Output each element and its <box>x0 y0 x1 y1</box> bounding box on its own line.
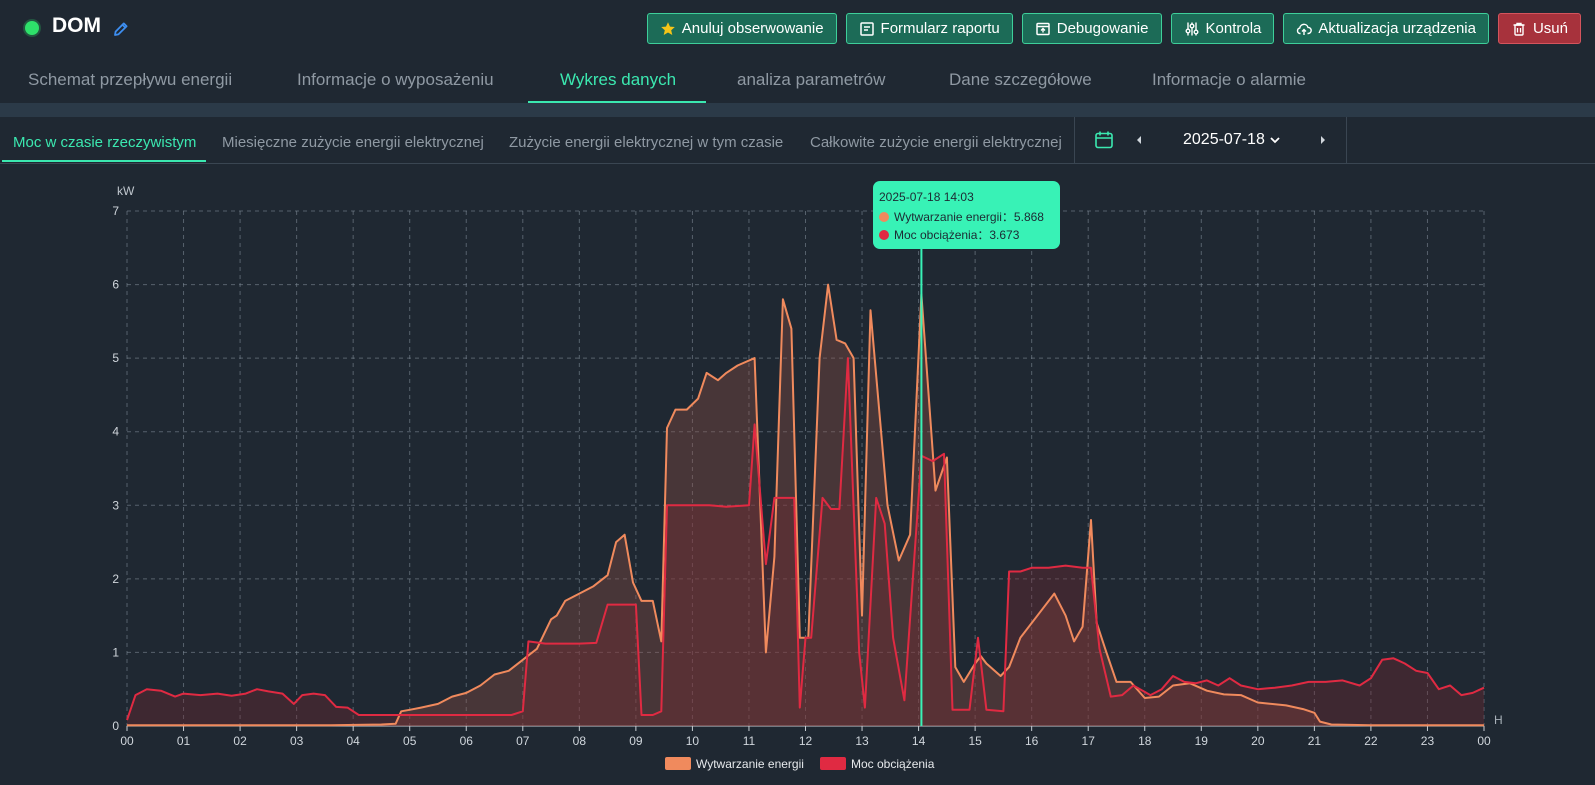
star-icon <box>660 21 675 35</box>
legend-label-1: Moc obciążenia <box>851 757 935 771</box>
series-area-1 <box>127 358 1484 726</box>
report-form-button[interactable]: Formularz raportu <box>845 13 1013 44</box>
series-line-1 <box>126 357 1485 721</box>
y-axis-unit-label: kW <box>117 184 135 198</box>
tab-alarm-info[interactable]: Informacje o alarmie <box>1152 70 1307 89</box>
subtab-realtime-power[interactable]: Moc w czasie rzeczywistym <box>13 134 197 151</box>
main-tab-bar: Schemat przepływu energii Informacje o w… <box>0 58 1595 102</box>
tooltip-load-row: Moc obciążenia：3.673 <box>879 226 1019 243</box>
device-title: DOM <box>52 14 101 37</box>
subtab-monthly-consumption[interactable]: Miesięczne zużycie energii elektrycznej <box>222 134 484 151</box>
x-tick-label: 00 <box>1477 734 1491 748</box>
edit-pencil-icon[interactable] <box>112 20 130 38</box>
series-line-0 <box>127 283 1484 727</box>
generation-dot-icon <box>879 211 889 222</box>
y-tick-label: 5 <box>112 351 119 365</box>
x-tick-label: 16 <box>1025 734 1039 748</box>
debug-label: Debugowanie <box>1056 20 1149 37</box>
report-icon <box>859 21 874 36</box>
x-tick-label: 00 <box>120 734 134 748</box>
calendar-icon[interactable] <box>1094 130 1114 150</box>
active-tab-indicator <box>528 101 706 103</box>
tooltip-generation-value: Wytwarzanie energii：5.868 <box>894 210 1044 224</box>
x-tick-label: 19 <box>1195 734 1209 748</box>
date-picker: 2025-07-18 <box>1074 117 1347 163</box>
control-button[interactable]: Kontrola <box>1170 13 1275 44</box>
subtab-period-consumption[interactable]: Zużycie energii elektrycznej w tym czasi… <box>509 134 784 151</box>
y-tick-label: 7 <box>112 204 119 218</box>
legend-swatch-1 <box>820 757 846 770</box>
x-tick-label: 10 <box>686 734 700 748</box>
x-tick-label: 14 <box>912 734 926 748</box>
x-tick-label: 12 <box>799 734 813 748</box>
x-tick-label: 17 <box>1082 734 1096 748</box>
device-header: DOM Anuluj obserwowanie Formularz raport… <box>0 0 1595 58</box>
tab-energy-flow[interactable]: Schemat przepływu energii <box>28 70 233 89</box>
x-tick-label: 23 <box>1421 734 1435 748</box>
x-tick-label: 06 <box>460 734 474 748</box>
tab-equipment-info[interactable]: Informacje o wyposażeniu <box>297 70 494 89</box>
tooltip-load-value: Moc obciążenia：3.673 <box>894 228 1020 242</box>
x-tick-label: 04 <box>346 734 360 748</box>
status-indicator-icon <box>25 21 39 35</box>
unfollow-label: Anuluj obserwowanie <box>681 20 824 37</box>
x-axis-unit-label: H <box>1494 713 1503 727</box>
section-divider <box>0 103 1595 117</box>
x-tick-label: 18 <box>1138 734 1152 748</box>
x-tick-label: 09 <box>629 734 643 748</box>
trash-icon <box>1513 22 1525 36</box>
device-update-button[interactable]: Aktualizacja urządzenia <box>1283 13 1489 44</box>
device-update-label: Aktualizacja urządzenia <box>1318 20 1476 37</box>
date-value[interactable]: 2025-07-18 <box>1183 131 1265 148</box>
delete-label: Usuń <box>1532 20 1568 37</box>
legend-label-0: Wytwarzanie energii <box>696 757 804 771</box>
subtab-total-consumption[interactable]: Całkowite zużycie energii elektrycznej <box>810 134 1062 151</box>
y-tick-label: 6 <box>112 278 119 292</box>
tab-data-chart[interactable]: Wykres danych <box>560 70 677 89</box>
y-tick-label: 0 <box>112 719 119 733</box>
debug-icon <box>1036 22 1050 35</box>
y-tick-label: 3 <box>112 498 119 512</box>
active-subtab-indicator <box>2 160 206 162</box>
chart-tooltip: 2025-07-18 14:03 Wytwarzanie energii：5.8… <box>873 181 1060 249</box>
y-tick-label: 1 <box>112 645 119 659</box>
x-tick-label: 07 <box>516 734 530 748</box>
x-tick-label: 05 <box>403 734 417 748</box>
y-tick-label: 2 <box>112 572 119 586</box>
x-tick-label: 01 <box>177 734 191 748</box>
x-tick-label: 13 <box>855 734 869 748</box>
x-tick-label: 20 <box>1251 734 1265 748</box>
legend-swatch-0 <box>665 757 691 770</box>
sub-tab-bar: Moc w czasie rzeczywistym Miesięczne zuż… <box>0 117 1595 164</box>
next-day-icon[interactable] <box>1318 134 1328 146</box>
x-tick-label: 03 <box>290 734 304 748</box>
x-tick-label: 22 <box>1364 734 1378 748</box>
cloud-upload-icon <box>1297 23 1313 35</box>
delete-button[interactable]: Usuń <box>1497 13 1581 44</box>
action-toolbar: Anuluj obserwowanie Formularz raportu De… <box>646 13 1581 44</box>
tab-detailed-data[interactable]: Dane szczegółowe <box>949 70 1092 89</box>
report-form-label: Formularz raportu <box>880 20 1000 37</box>
tab-parameter-analysis[interactable]: analiza parametrów <box>737 70 886 89</box>
x-tick-label: 02 <box>233 734 247 748</box>
control-label: Kontrola <box>1205 20 1262 37</box>
y-tick-label: 4 <box>112 425 119 439</box>
tooltip-time: 2025-07-18 14:03 <box>879 190 974 204</box>
unfollow-button[interactable]: Anuluj obserwowanie <box>646 13 837 44</box>
x-tick-label: 15 <box>968 734 982 748</box>
tooltip-generation-row: Wytwarzanie energii：5.868 <box>879 208 1044 225</box>
x-tick-label: 11 <box>743 734 756 748</box>
sliders-icon <box>1185 22 1198 35</box>
x-tick-label: 21 <box>1308 734 1322 748</box>
chevron-down-icon[interactable] <box>1269 135 1281 145</box>
x-tick-label: 08 <box>573 734 587 748</box>
debug-button[interactable]: Debugowanie <box>1021 13 1162 44</box>
load-dot-icon <box>879 229 889 240</box>
prev-day-icon[interactable] <box>1134 134 1144 146</box>
